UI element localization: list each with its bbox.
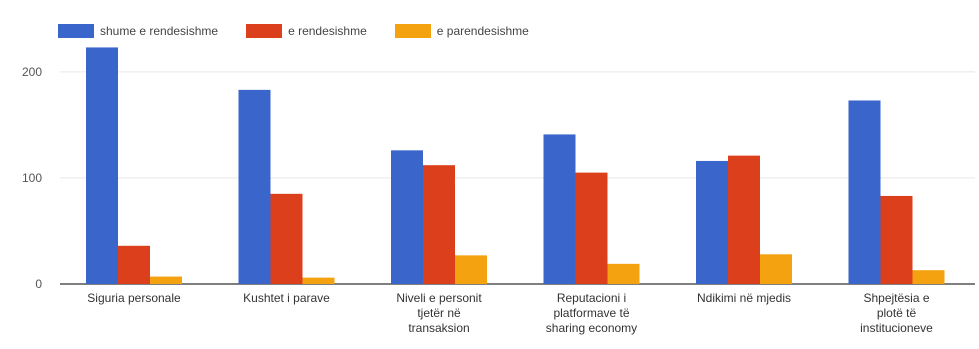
chart-legend: shume e rendesishme e rendesishme e pare… xyxy=(58,24,529,38)
legend-item-series-2: e parendesishme xyxy=(394,24,529,38)
category-label-3-line-2: sharing economy xyxy=(546,321,637,335)
legend-item-series-1: e rendesishme xyxy=(246,24,367,38)
category-label-0: Siguria personale xyxy=(87,291,181,305)
category-label-5-line-1: plotë të xyxy=(877,306,917,320)
y-tick-label-1: 100 xyxy=(22,171,42,185)
category-label-2-line-2: transaksion xyxy=(408,321,469,335)
legend-label-series-2: e parendesishme xyxy=(436,24,529,38)
bar-series-2-cat-5 xyxy=(912,270,945,284)
category-label-2-line-0: Niveli e personit xyxy=(396,291,482,305)
category-label-4: Ndikimi në mjedis xyxy=(697,291,791,305)
category-label-3-line-1: platformave të xyxy=(553,306,629,320)
bar-series-0-cat-2 xyxy=(391,150,423,284)
y-tick-label-0: 0 xyxy=(35,277,42,291)
bar-series-1-cat-0 xyxy=(118,245,150,284)
bar-series-2-cat-2 xyxy=(455,255,487,284)
legend-label-series-0: shume e rendesishme xyxy=(100,24,219,38)
category-label-5: Shpejtësia e plotë të institucioneve xyxy=(860,291,933,335)
bar-series-1-cat-4 xyxy=(728,155,760,284)
category-label-1: Kushtet i parave xyxy=(243,291,330,305)
category-label-4-line-0: Ndikimi në mjedis xyxy=(697,291,791,305)
category-label-5-line-0: Shpejtësia e xyxy=(863,291,929,305)
bar-series-0-cat-4 xyxy=(696,160,728,284)
category-label-3-line-0: Reputacioni i xyxy=(557,291,626,305)
category-label-3: Reputacioni i platformave të sharing econo… xyxy=(546,291,637,335)
bar-series-0-cat-0 xyxy=(86,47,118,284)
category-label-5-line-2: institucioneve xyxy=(860,321,933,335)
legend-label-series-1: e rendesishme xyxy=(288,24,367,38)
bar-series-1-cat-1 xyxy=(270,193,303,284)
bar-series-0-cat-3 xyxy=(543,134,576,284)
legend-item-series-0: shume e rendesishme xyxy=(58,24,218,38)
legend-swatch-series-2 xyxy=(394,24,431,38)
legend-swatch-series-0 xyxy=(58,24,94,38)
category-label-2-line-1: tjetër në xyxy=(417,306,461,320)
bar-series-2-cat-1 xyxy=(302,277,335,284)
bar-series-2-cat-3 xyxy=(607,263,640,284)
legend-swatch-series-1 xyxy=(246,24,283,38)
bar-series-0-cat-5 xyxy=(848,100,881,284)
bar-series-2-cat-0 xyxy=(150,276,182,284)
bar-series-1-cat-2 xyxy=(423,165,455,284)
category-label-0-line-0: Siguria personale xyxy=(87,291,181,305)
bar-series-0-cat-1 xyxy=(238,89,271,284)
category-label-1-line-0: Kushtet i parave xyxy=(243,291,330,305)
bar-series-1-cat-3 xyxy=(575,172,608,284)
bar-series-2-cat-4 xyxy=(760,254,792,284)
category-label-2: Niveli e personit tjetër në transaksion xyxy=(396,291,482,335)
y-tick-label-2: 200 xyxy=(22,65,42,79)
bar-series-1-cat-5 xyxy=(880,195,913,284)
